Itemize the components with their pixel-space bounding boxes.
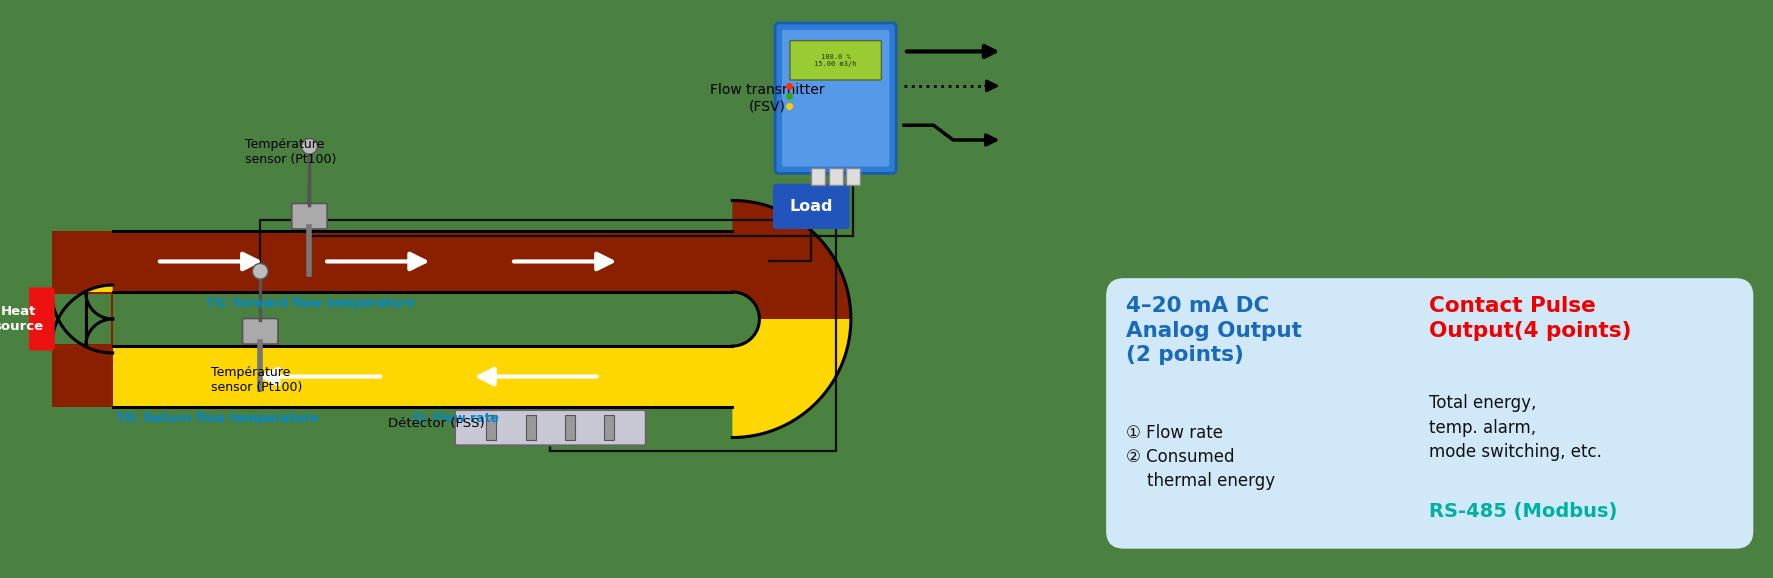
Bar [113, 346, 732, 407]
Bar [486, 415, 496, 440]
Polygon shape [51, 285, 113, 346]
Bar [113, 231, 732, 292]
Polygon shape [732, 319, 851, 438]
Text: Load: Load [789, 199, 833, 214]
Text: RS-485 (Modbus): RS-485 (Modbus) [1429, 502, 1617, 521]
Bar [730, 231, 734, 292]
Circle shape [252, 264, 268, 279]
Bar [730, 346, 734, 407]
Polygon shape [732, 201, 851, 319]
Bar [605, 415, 613, 440]
Bar [51, 292, 113, 346]
FancyBboxPatch shape [243, 318, 278, 344]
FancyBboxPatch shape [791, 40, 881, 80]
Text: Température
sensor (Pt100): Température sensor (Pt100) [211, 366, 303, 394]
Bar [53, 292, 110, 346]
Text: Total energy,
temp. alarm,
mode switching, etc.: Total energy, temp. alarm, mode switchin… [1429, 394, 1601, 461]
Bar [566, 415, 574, 440]
Text: Température
sensor (Pt100): Température sensor (Pt100) [245, 138, 337, 165]
FancyBboxPatch shape [782, 30, 890, 166]
Text: Q: Flow rate: Q: Flow rate [413, 412, 498, 425]
FancyBboxPatch shape [775, 23, 895, 173]
Bar [828, 168, 842, 185]
FancyBboxPatch shape [0, 287, 55, 350]
Bar [846, 168, 860, 185]
FancyBboxPatch shape [773, 184, 849, 229]
Text: Détector (FSS): Détector (FSS) [388, 417, 484, 430]
Bar [810, 168, 824, 185]
FancyBboxPatch shape [456, 410, 645, 446]
Text: Flow transmitter
(FSV): Flow transmitter (FSV) [709, 83, 824, 113]
Text: Heat
source: Heat source [0, 305, 43, 333]
Text: TS: forward flow température: TS: forward flow température [206, 297, 415, 310]
Text: ① Flow rate
② Consumed
    thermal energy: ① Flow rate ② Consumed thermal energy [1126, 424, 1275, 490]
Text: 4–20 mA DC
Analog Output
(2 points): 4–20 mA DC Analog Output (2 points) [1126, 296, 1301, 365]
Bar [51, 231, 113, 407]
Text: Contact Pulse
Output(4 points): Contact Pulse Output(4 points) [1429, 296, 1631, 340]
Text: 100.0 %
15.00 m3/h: 100.0 % 15.00 m3/h [814, 54, 856, 67]
FancyBboxPatch shape [293, 203, 328, 229]
Circle shape [301, 139, 317, 154]
Text: TR: Return flow température: TR: Return flow température [115, 412, 319, 425]
Polygon shape [51, 292, 113, 353]
Bar [53, 294, 110, 344]
FancyBboxPatch shape [1106, 278, 1753, 549]
Bar [527, 415, 535, 440]
